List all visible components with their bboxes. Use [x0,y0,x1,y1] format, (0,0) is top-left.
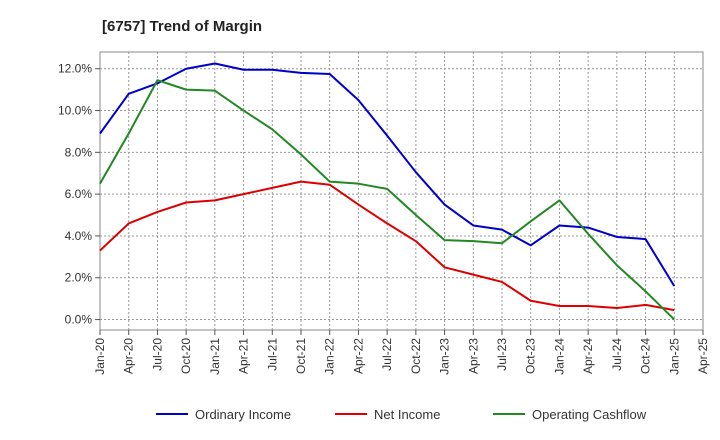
x-tick-label: Jan-21 [208,338,222,375]
y-tick-label: 8.0% [65,145,93,159]
x-tick-label: Jul-23 [495,338,509,371]
x-tick-label: Jan-20 [93,338,107,375]
x-tick-label: Oct-24 [639,338,653,374]
x-tick-label: Jan-22 [323,338,337,375]
x-tick-label: Jan-25 [667,338,681,375]
y-tick-label: 10.0% [58,104,92,118]
y-tick-label: 4.0% [65,229,93,243]
x-tick-label: Apr-23 [466,338,480,374]
y-tick-label: 2.0% [65,271,93,285]
x-tick-label: Jan-23 [438,338,452,375]
legend-label-operating-cashflow: Operating Cashflow [532,407,647,422]
plot-border [99,51,704,331]
series-line-net-income [99,180,675,312]
x-tick-label: Oct-21 [294,338,308,374]
y-tick-label: 6.0% [65,187,93,201]
x-tick-label: Jul-21 [265,338,279,371]
series-line-operating-cashflow [99,79,675,321]
x-tick-label: Oct-22 [409,338,423,374]
series-line-ordinary-income [99,62,676,287]
x-tick-label: Jan-24 [552,338,566,375]
grid [100,52,703,330]
series-lines [99,62,676,321]
x-tick-label: Oct-20 [179,338,193,374]
y-axis: 0.0% 2.0% 4.0% 6.0% 8.0% 10.0% 12.0% [58,62,100,327]
x-tick-label: Apr-22 [351,338,365,374]
legend: Ordinary Income Net Income Operating Cashf… [156,407,647,422]
x-tick-label: Apr-24 [581,338,595,374]
x-axis: Jan-20 Apr-20 Jul-20 Oct-20 Jan-21 Apr-21 Jul-… [93,330,710,375]
x-tick-label: Jul-24 [610,338,624,371]
chart-title: [6757] Trend of Margin [102,18,262,35]
legend-label-ordinary-income: Ordinary Income [195,407,291,422]
x-tick-label: Jul-20 [150,338,164,371]
y-tick-label: 0.0% [65,313,93,327]
x-tick-label: Apr-20 [122,338,136,374]
x-tick-label: Oct-23 [524,338,538,374]
legend-label-net-income: Net Income [374,407,440,422]
y-tick-label: 12.0% [58,62,92,76]
x-tick-label: Apr-25 [696,338,710,374]
x-tick-label: Apr-21 [237,338,251,374]
x-tick-label: Jul-22 [380,338,394,371]
